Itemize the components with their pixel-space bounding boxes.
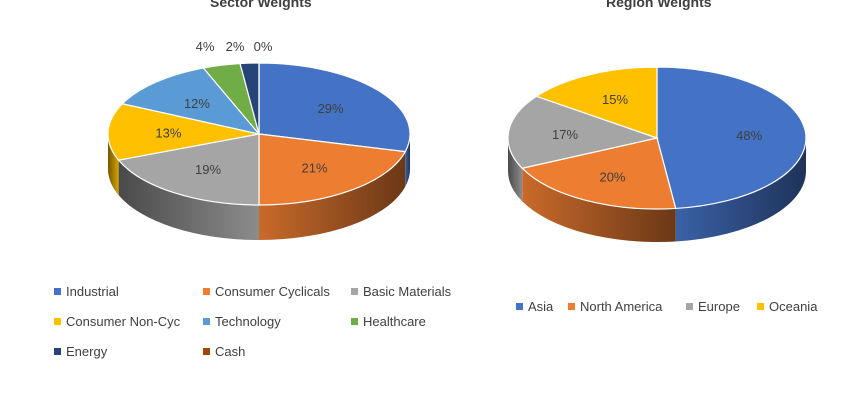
legend-item-0-7: Cash xyxy=(203,344,245,359)
legend-item-0-4: Technology xyxy=(203,314,281,329)
legend-label-0-3: Consumer Non-Cyc xyxy=(66,314,181,329)
pie-slice-1-3 xyxy=(535,66,658,139)
legend-item-1-3: Oceania xyxy=(757,299,817,314)
legend-item-1-1: North America xyxy=(568,299,662,314)
legend-swatch-0-0 xyxy=(54,288,61,295)
data-label-0-4: 12% xyxy=(184,96,210,111)
pie-slice-0-4 xyxy=(121,67,261,135)
legend-swatch-1-2 xyxy=(686,303,693,310)
legend-swatch-0-2 xyxy=(351,288,358,295)
region-chart-title: Region Weights xyxy=(606,0,712,10)
legend-swatch-1-3 xyxy=(757,303,764,310)
pie-side-0-1 xyxy=(259,151,406,241)
sector-chart-title: Sector Weights xyxy=(210,0,312,10)
legend-swatch-0-6 xyxy=(54,348,61,355)
legend-swatch-0-4 xyxy=(203,318,210,325)
pie-side-1-0 xyxy=(675,138,806,242)
legend-swatch-0-3 xyxy=(54,318,61,325)
pie-slice-1-1 xyxy=(520,137,677,210)
legend-label-0-6: Energy xyxy=(66,344,108,359)
legend-item-0-3: Consumer Non-Cyc xyxy=(54,314,180,329)
data-label-1-3: 15% xyxy=(602,92,628,107)
pie-slice-0-0 xyxy=(258,62,411,153)
legend-swatch-0-1 xyxy=(203,288,210,295)
data-label-1-0: 48% xyxy=(736,128,762,143)
pie-slice-0-3 xyxy=(107,103,260,161)
pie-slice-0-1 xyxy=(258,133,407,206)
legend-label-1-3: Oceania xyxy=(769,299,818,314)
pie-0: 29% 21% 19% 13%12% 4% 2% 0% xyxy=(107,39,411,241)
legend-swatch-0-7 xyxy=(203,348,210,355)
pie-slice-0-2 xyxy=(117,133,260,206)
pie-slice-1-0 xyxy=(656,66,807,210)
data-label-0-1: 21% xyxy=(302,161,328,176)
legend-label-0-5: Healthcare xyxy=(363,314,426,329)
data-label-1-2: 17% xyxy=(552,127,578,142)
pie-side-0-3 xyxy=(108,134,119,196)
legend-label-1-2: Europe xyxy=(698,299,740,314)
legend-item-0-0: Industrial xyxy=(54,284,119,299)
pie-1: 48% 20% 17% 15% xyxy=(507,66,807,242)
legend-label-0-4: Technology xyxy=(215,314,281,329)
pie-side-0-0 xyxy=(405,134,411,187)
legend-item-0-6: Energy xyxy=(54,344,107,359)
pie-side-0-2 xyxy=(118,160,259,240)
data-label-0-2: 19% xyxy=(195,162,221,177)
data-label-0-3: 13% xyxy=(155,126,181,141)
legend-label-1-0: Asia xyxy=(528,299,554,314)
data-label-0-0: 29% xyxy=(318,101,344,116)
legend-swatch-0-5 xyxy=(351,318,358,325)
legend-item-1-0: Asia xyxy=(516,299,553,314)
data-label-0-6: 2% xyxy=(226,39,245,54)
legend-label-0-7: Cash xyxy=(215,344,246,359)
pie-slice-1-2 xyxy=(507,95,660,169)
legend-item-0-1: Consumer Cyclicals xyxy=(203,284,330,299)
pie-side-1-1 xyxy=(522,168,676,242)
data-label-0-5: 4% xyxy=(196,39,215,54)
data-label-0-7: 0% xyxy=(254,39,273,54)
legend-label-0-1: Consumer Cyclicals xyxy=(215,284,330,299)
legend-item-0-5: Healthcare xyxy=(351,314,426,329)
legend-label-0-0: Industrial xyxy=(66,284,119,299)
legend-item-0-2: Basic Materials xyxy=(351,284,451,299)
legend-item-1-2: Europe xyxy=(686,299,740,314)
data-label-1-1: 20% xyxy=(599,170,625,185)
legend-label-0-2: Basic Materials xyxy=(363,284,452,299)
legend-swatch-1-1 xyxy=(568,303,575,310)
legend-swatch-1-0 xyxy=(516,303,523,310)
legend-label-1-1: North America xyxy=(580,299,663,314)
